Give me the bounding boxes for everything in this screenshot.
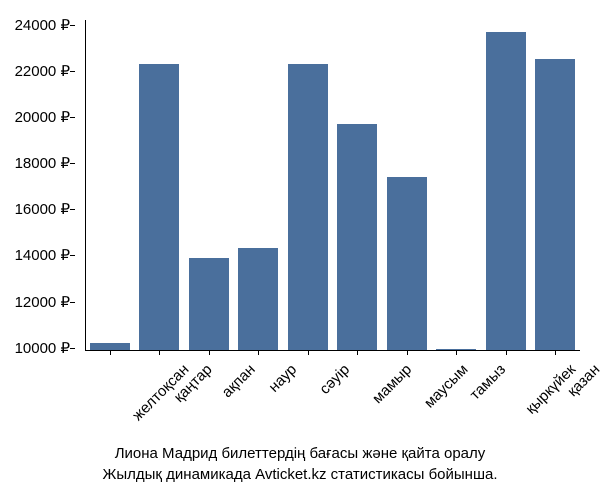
x-tick-mark: [258, 350, 259, 355]
bar: [90, 343, 130, 350]
y-tick-label: 14000 ₽: [15, 246, 70, 264]
x-tick-mark: [407, 350, 408, 355]
y-tick-label: 22000 ₽: [15, 62, 70, 80]
chart-caption: Лиона Мадрид билеттердің бағасы және қай…: [0, 443, 600, 485]
y-tick-label: 20000 ₽: [15, 108, 70, 126]
x-tick-label: наур: [266, 361, 301, 396]
x-tick-mark: [506, 350, 507, 355]
x-axis-labels: желтоқсанқаңтарақпаннаурсәуірмамырмаусым…: [85, 355, 580, 445]
x-tick-label: сәуір: [316, 361, 353, 398]
caption-line-2: Жылдық динамикада Avticket.kz статистика…: [103, 466, 498, 483]
y-tick-label: 10000 ₽: [15, 339, 70, 357]
x-tick-mark: [555, 350, 556, 355]
y-tick-label: 12000 ₽: [15, 293, 70, 311]
bar: [238, 248, 278, 350]
bar: [387, 177, 427, 350]
y-tick-label: 16000 ₽: [15, 200, 70, 218]
x-tick-mark: [209, 350, 210, 355]
y-axis-labels: 10000 ₽12000 ₽14000 ₽16000 ₽18000 ₽20000…: [0, 20, 78, 350]
chart-plot-area: [85, 20, 580, 350]
bar: [189, 258, 229, 350]
x-tick-label: мамыр: [369, 361, 415, 407]
x-tick-label: тамыз: [467, 361, 509, 403]
bar: [288, 64, 328, 350]
caption-line-1: Лиона Мадрид билеттердің бағасы және қай…: [115, 445, 486, 462]
x-tick-mark: [159, 350, 160, 355]
x-tick-label: ақпан: [218, 361, 258, 401]
y-tick-label: 18000 ₽: [15, 154, 70, 172]
y-tick-label: 24000 ₽: [15, 16, 70, 34]
x-tick-mark: [110, 350, 111, 355]
bar: [337, 124, 377, 350]
x-tick-mark: [357, 350, 358, 355]
x-tick-mark: [456, 350, 457, 355]
bar: [486, 32, 526, 350]
x-tick-mark: [308, 350, 309, 355]
bars-container: [85, 20, 580, 350]
bar: [139, 64, 179, 350]
bar: [535, 59, 575, 350]
x-tick-label: маусым: [421, 361, 472, 412]
